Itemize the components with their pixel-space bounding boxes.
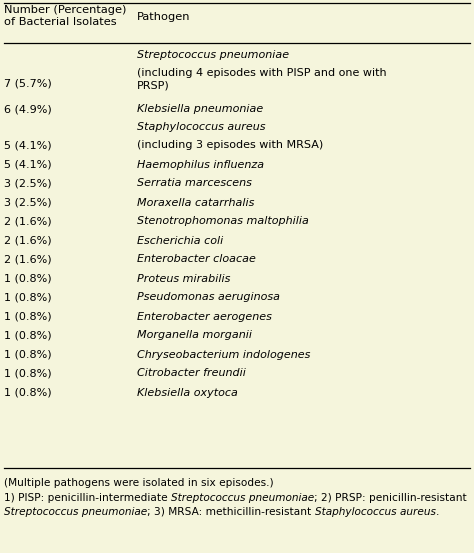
Text: ; 2) PRSP: penicillin-resistant: ; 2) PRSP: penicillin-resistant bbox=[314, 493, 467, 503]
Text: 1) PISP: penicillin-intermediate: 1) PISP: penicillin-intermediate bbox=[4, 493, 171, 503]
Text: Haemophilus influenza: Haemophilus influenza bbox=[137, 159, 264, 170]
Text: Escherichia coli: Escherichia coli bbox=[137, 236, 223, 246]
Text: 2 (1.6%): 2 (1.6%) bbox=[4, 254, 52, 264]
Text: 3 (2.5%): 3 (2.5%) bbox=[4, 179, 52, 189]
Text: (including 3 episodes with MRSA): (including 3 episodes with MRSA) bbox=[137, 140, 323, 150]
Text: 1 (0.8%): 1 (0.8%) bbox=[4, 311, 52, 321]
Text: Klebsiella pneumoniae: Klebsiella pneumoniae bbox=[137, 104, 263, 114]
Text: Streptococcus pneumoniae: Streptococcus pneumoniae bbox=[137, 50, 289, 60]
Text: Enterobacter cloacae: Enterobacter cloacae bbox=[137, 254, 256, 264]
Text: 2 (1.6%): 2 (1.6%) bbox=[4, 217, 52, 227]
Text: 6 (4.9%): 6 (4.9%) bbox=[4, 104, 52, 114]
Text: Citrobacter freundii: Citrobacter freundii bbox=[137, 368, 246, 378]
Text: 1 (0.8%): 1 (0.8%) bbox=[4, 274, 52, 284]
Text: 5 (4.1%): 5 (4.1%) bbox=[4, 140, 52, 150]
Text: 3 (2.5%): 3 (2.5%) bbox=[4, 197, 52, 207]
Text: (Multiple pathogens were isolated in six episodes.): (Multiple pathogens were isolated in six… bbox=[4, 478, 273, 488]
Text: Enterobacter aerogenes: Enterobacter aerogenes bbox=[137, 311, 272, 321]
Text: Chryseobacterium indologenes: Chryseobacterium indologenes bbox=[137, 349, 310, 359]
Text: Streptococcus pneumoniae: Streptococcus pneumoniae bbox=[4, 507, 147, 517]
Text: 2 (1.6%): 2 (1.6%) bbox=[4, 236, 52, 246]
Text: Stenotrophomonas maltophilia: Stenotrophomonas maltophilia bbox=[137, 217, 309, 227]
Text: Klebsiella oxytoca: Klebsiella oxytoca bbox=[137, 388, 238, 398]
Text: Pseudomonas aeruginosa: Pseudomonas aeruginosa bbox=[137, 293, 280, 302]
Text: 5 (4.1%): 5 (4.1%) bbox=[4, 159, 52, 170]
Text: 1 (0.8%): 1 (0.8%) bbox=[4, 331, 52, 341]
Text: Number (Percentage)
of Bacterial Isolates: Number (Percentage) of Bacterial Isolate… bbox=[4, 5, 127, 27]
Text: Staphylococcus aureus: Staphylococcus aureus bbox=[137, 122, 265, 132]
Text: ; 3) MRSA: methicillin-resistant: ; 3) MRSA: methicillin-resistant bbox=[147, 507, 315, 517]
Text: Moraxella catarrhalis: Moraxella catarrhalis bbox=[137, 197, 255, 207]
Text: Morganella morganii: Morganella morganii bbox=[137, 331, 252, 341]
Text: (including 4 episodes with PISP and one with
PRSP): (including 4 episodes with PISP and one … bbox=[137, 68, 387, 91]
Text: 1 (0.8%): 1 (0.8%) bbox=[4, 388, 52, 398]
Text: 1 (0.8%): 1 (0.8%) bbox=[4, 368, 52, 378]
Text: Serratia marcescens: Serratia marcescens bbox=[137, 179, 252, 189]
Text: 1 (0.8%): 1 (0.8%) bbox=[4, 349, 52, 359]
Text: Proteus mirabilis: Proteus mirabilis bbox=[137, 274, 230, 284]
Text: Streptococcus pneumoniae: Streptococcus pneumoniae bbox=[171, 493, 314, 503]
Text: Staphylococcus aureus: Staphylococcus aureus bbox=[315, 507, 436, 517]
Text: 1 (0.8%): 1 (0.8%) bbox=[4, 293, 52, 302]
Text: 7 (5.7%): 7 (5.7%) bbox=[4, 78, 52, 88]
Text: Pathogen: Pathogen bbox=[137, 12, 191, 22]
Text: .: . bbox=[436, 507, 439, 517]
